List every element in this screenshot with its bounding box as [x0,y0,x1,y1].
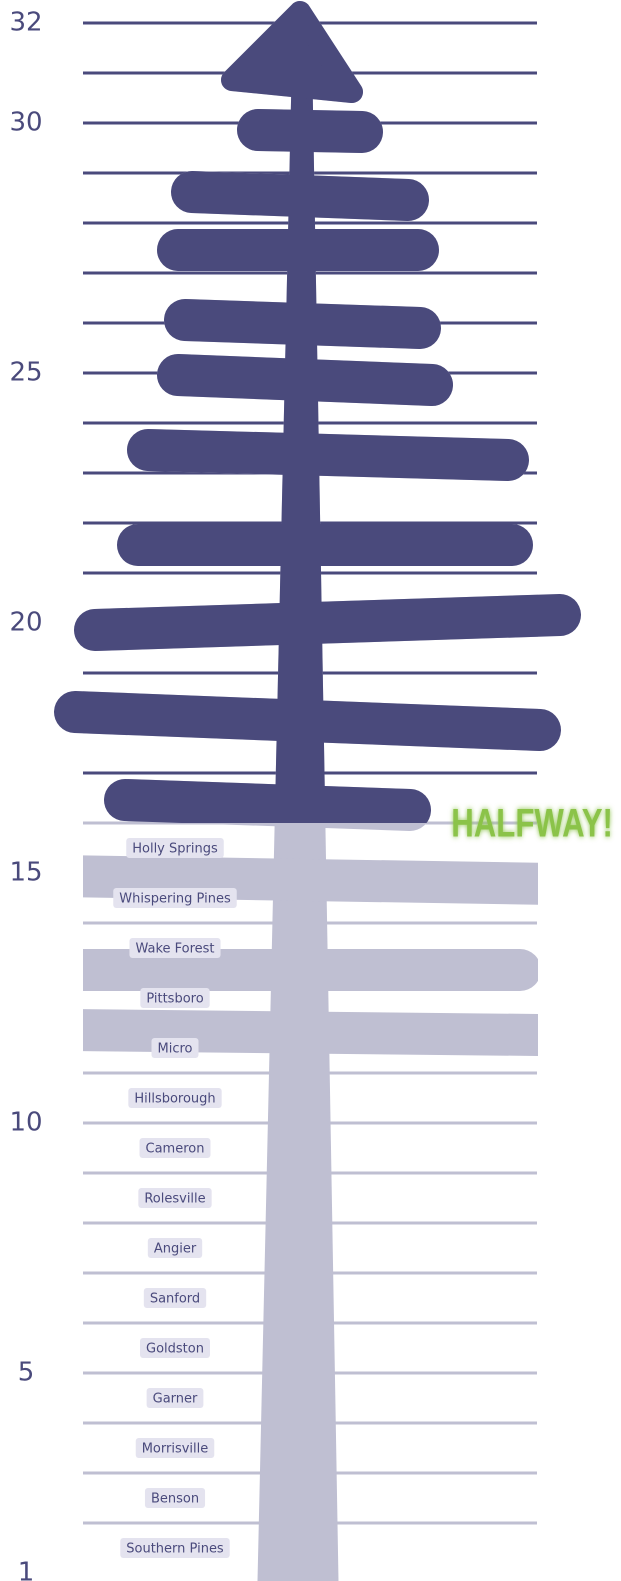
town-name: Southern Pines [126,1542,224,1557]
town-name: Micro [158,1042,193,1057]
town-label: Southern Pines [120,1538,229,1558]
town-label: Cameron [140,1138,211,1158]
y-tick-label: 5 [18,1358,35,1388]
town-label: Angier [148,1238,202,1258]
town-label: Whispering Pines [113,888,236,908]
town-name: Benson [151,1492,199,1507]
town-name: Garner [153,1392,198,1407]
chart: 32 30 25 20 15 10 5 1 Holly Springs Whispering Pi… [0,0,621,1581]
town-name: Hillsborough [134,1092,215,1107]
town-label: Morrisville [136,1438,215,1458]
town-name: Sanford [150,1292,200,1307]
town-name: Morrisville [142,1442,209,1457]
town-label: Holly Springs [126,838,224,858]
y-tick-label: 1 [18,1558,35,1581]
y-tick-label: 20 [9,608,42,638]
town-name: Cameron [146,1142,205,1157]
y-tick-label: 10 [9,1108,42,1138]
town-name: Pittsboro [146,992,203,1007]
town-name: Holly Springs [132,842,218,857]
town-label: Benson [145,1488,205,1508]
town-name: Rolesville [144,1192,205,1207]
y-tick-label: 30 [9,108,42,138]
town-label: Pittsboro [140,988,209,1008]
town-name: Whispering Pines [119,892,231,907]
town-label: Garner [147,1388,204,1408]
town-name: Goldston [146,1342,204,1357]
town-label: Micro [152,1038,199,1058]
town-label: Sanford [144,1288,206,1308]
town-name: Angier [154,1242,197,1257]
y-tick-label: 25 [9,358,42,388]
town-label: Hillsborough [128,1088,221,1108]
halfway-label: HALFWAY! [451,801,613,846]
town-label: Goldston [140,1338,210,1358]
town-name: Wake Forest [135,942,214,957]
town-label: Rolesville [138,1188,211,1208]
town-label: Wake Forest [129,938,220,958]
y-tick-label: 15 [9,858,42,888]
y-tick-label: 32 [9,8,42,38]
